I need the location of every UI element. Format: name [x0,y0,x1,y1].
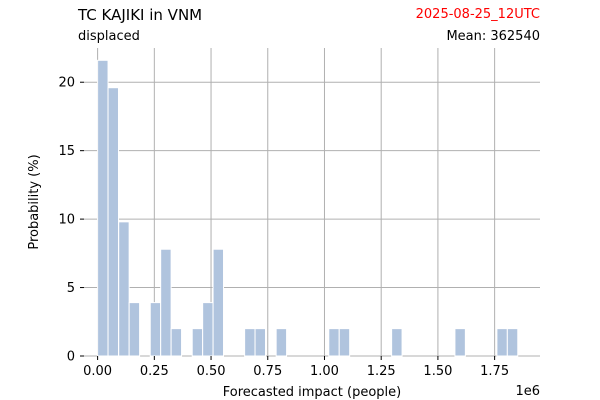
x-tick-label: 0.50 [197,364,226,379]
x-tick-label: 1.75 [480,364,509,379]
x-tick-label: 1.50 [423,364,452,379]
x-multiplier-label: 1e6 [515,384,540,399]
y-tick-label: 5 [67,281,75,296]
histogram-bar [212,248,225,357]
histogram-bar [107,87,119,357]
chart-title: TC KAJIKI in VNM [78,6,203,24]
y-axis-label: Probability (%) [27,154,42,249]
x-axis-label: Forecasted impact (people) [223,385,401,400]
x-tick-label: 1.25 [367,364,396,379]
histogram-bar [454,328,466,357]
y-tick-label: 20 [58,76,75,91]
histogram-bar [128,302,141,357]
histogram-bar [275,328,288,357]
histogram-bar [97,59,109,357]
y-tick-label: 10 [58,213,75,228]
histogram-bar [170,328,183,357]
histogram-bar [506,328,519,357]
histogram-bar [254,328,266,357]
forecast-date: 2025-08-25_12UTC [415,7,540,22]
x-tick-label: 0.25 [140,364,169,379]
chart-subtitle: displaced [78,29,140,44]
x-tick-label: 1.00 [310,364,339,379]
histogram-bar [118,221,130,357]
y-tick-label: 15 [58,144,75,159]
histogram-bar [160,248,172,357]
x-tick-label: 0.00 [83,364,112,379]
histogram-bar [202,302,214,357]
axis-layer: Forecasted impact (people) Probability (… [27,76,540,400]
histogram-bar [191,328,204,357]
histogram-bar [496,328,508,357]
histogram-bar [244,328,256,357]
bars-layer [97,59,519,357]
histogram-bar [391,328,403,357]
y-tick-label: 0 [67,350,75,365]
x-tick-label: 0.75 [253,364,282,379]
mean-value: Mean: 362540 [446,29,540,44]
histogram-bar [328,328,340,357]
histogram-bar [149,302,162,357]
histogram-bar [338,328,351,357]
